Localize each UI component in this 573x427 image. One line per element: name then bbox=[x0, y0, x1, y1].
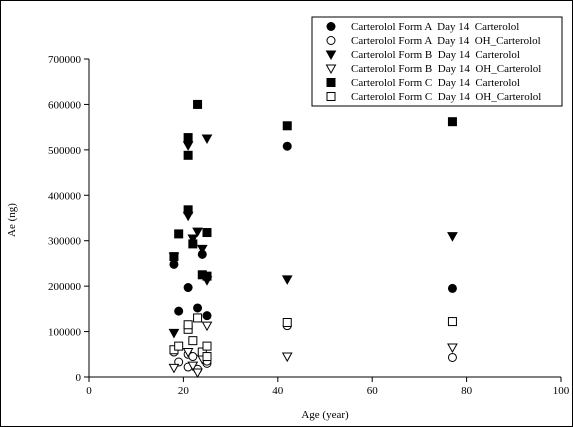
data-point bbox=[183, 133, 193, 143]
data-point bbox=[447, 283, 457, 293]
series-5 bbox=[169, 99, 457, 281]
data-point bbox=[188, 336, 198, 346]
legend-marker bbox=[326, 22, 336, 31]
data-point bbox=[201, 321, 213, 332]
series-3 bbox=[168, 134, 458, 339]
data-point bbox=[192, 227, 203, 238]
x-tick-label: 20 bbox=[178, 385, 190, 397]
data-point bbox=[447, 232, 458, 242]
x-tick-label: 80 bbox=[461, 385, 473, 397]
y-tick-label: 0 bbox=[76, 372, 82, 384]
legend-box bbox=[311, 16, 563, 107]
y-tick-label: 100000 bbox=[48, 327, 82, 339]
data-point bbox=[281, 275, 293, 285]
x-tick-label: 100 bbox=[553, 385, 570, 397]
data-point bbox=[202, 271, 212, 281]
series-6 bbox=[169, 313, 457, 362]
x-axis-title: Age (year) bbox=[301, 409, 349, 421]
data-point bbox=[174, 306, 184, 316]
legend-marker bbox=[326, 78, 336, 87]
axes: 0 20 40 60 80 100 0 100000 200000 300000 400000 500… bbox=[48, 54, 570, 397]
data-point bbox=[282, 121, 292, 131]
data-point bbox=[174, 341, 184, 351]
data-point bbox=[197, 347, 207, 357]
series-2 bbox=[169, 321, 457, 374]
data-point bbox=[192, 368, 203, 378]
y-tick-label: 200000 bbox=[48, 281, 82, 293]
data-point bbox=[282, 141, 292, 151]
series-4 bbox=[168, 321, 458, 378]
y-tick-label: 300000 bbox=[48, 236, 82, 248]
data-point bbox=[169, 252, 179, 262]
data-point bbox=[193, 313, 203, 323]
data-point bbox=[168, 328, 180, 339]
data-point bbox=[193, 303, 203, 313]
data-point bbox=[183, 283, 193, 293]
legend: Carterolol Form A Day 14 Carterolol Carte… bbox=[311, 16, 563, 107]
data-point bbox=[193, 99, 203, 109]
data-point bbox=[447, 317, 457, 327]
data-point bbox=[281, 352, 293, 363]
y-axis-title: Ae (ng) bbox=[6, 203, 18, 237]
data-point bbox=[202, 341, 212, 351]
x-tick-label: 0 bbox=[86, 385, 92, 397]
data-point bbox=[202, 311, 212, 321]
data-point bbox=[202, 228, 212, 238]
x-tick-label: 40 bbox=[272, 385, 284, 397]
data-point bbox=[202, 352, 212, 362]
data-point bbox=[188, 352, 198, 362]
series-1 bbox=[169, 141, 457, 321]
legend-label: Carterolol Form A Day 14 Carterolol bbox=[351, 21, 519, 33]
data-point bbox=[183, 320, 193, 330]
y-tick-label: 400000 bbox=[48, 190, 82, 202]
data-point bbox=[174, 229, 184, 239]
legend-label: Carterolol Form C Day 14 Carterolol bbox=[351, 77, 520, 89]
data-point bbox=[168, 363, 180, 374]
data-point bbox=[201, 134, 213, 145]
data-point bbox=[447, 343, 458, 353]
data-point bbox=[196, 244, 208, 255]
data-point bbox=[447, 352, 457, 362]
y-tick-label: 700000 bbox=[48, 54, 82, 66]
y-tick-label: 600000 bbox=[48, 99, 82, 111]
data-point bbox=[447, 117, 457, 127]
y-tick-label: 500000 bbox=[48, 145, 82, 157]
data-point bbox=[183, 150, 193, 160]
legend-label: Carterolol Form B Day 14 Carterolol bbox=[351, 49, 520, 61]
data-point bbox=[182, 348, 194, 358]
data-point bbox=[188, 239, 198, 249]
legend-marker bbox=[325, 64, 337, 75]
legend-marker bbox=[326, 92, 336, 101]
data-point bbox=[183, 205, 193, 215]
data-point bbox=[182, 141, 194, 151]
legend-label: Carterolol Form C Day 14 OH_Carterolol bbox=[351, 91, 541, 103]
legend-label: Carterolol Form A Day 14 OH_Carterolol bbox=[351, 35, 541, 47]
data-points bbox=[168, 99, 458, 378]
data-point bbox=[187, 361, 199, 372]
legend-label: Carterolol Form B Day 14 OH_Carterolol bbox=[351, 63, 541, 75]
legend-marker bbox=[325, 50, 337, 61]
legend-marker bbox=[326, 36, 336, 45]
data-point bbox=[187, 234, 199, 244]
x-tick-label: 60 bbox=[367, 385, 379, 397]
data-point bbox=[282, 317, 292, 327]
